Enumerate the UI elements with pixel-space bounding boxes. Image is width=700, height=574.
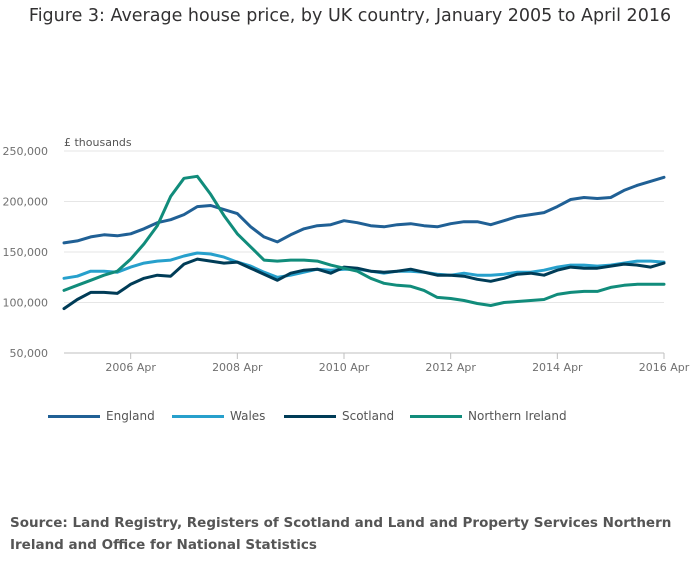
y-tick-label: 150,000 [3,246,49,259]
x-axis: 2006 Apr 2008 Apr 2010 Apr 2012 Apr 2014 Apr… [105,353,690,374]
y-axis-label: £ thousands [64,136,132,149]
legend-item-england[interactable]: England [48,409,155,423]
x-tick-label: 2008 Apr [212,361,263,374]
x-tick-label: 2010 Apr [319,361,370,374]
series-line-scotland[interactable] [62,257,666,311]
legend-item-wales[interactable]: Wales [172,409,265,423]
legend-swatch-wales [172,414,224,418]
legend-label-scotland: Scotland [342,409,395,423]
x-tick-label: 2016 Apr [639,361,690,374]
legend-label-england: England [106,409,155,423]
x-tick-label: 2014 Apr [532,361,583,374]
legend-label-northern-ireland: Northern Ireland [468,409,567,423]
chart-title: Figure 3: Average house price, by UK cou… [28,6,672,26]
legend-item-scotland[interactable]: Scotland [284,409,394,423]
legend-swatch-northern-ireland [410,414,462,418]
source-note: Source: Land Registry, Registers of Scot… [10,515,672,553]
x-tick-label: 2006 Apr [105,361,156,374]
x-tick-label: 2012 Apr [425,361,476,374]
gridlines [64,150,664,354]
y-tick-label: 100,000 [3,297,49,310]
series-lines [62,174,666,311]
legend-item-northern-ireland[interactable]: Northern Ireland [410,409,567,423]
y-tick-label: 50,000 [10,347,49,360]
legend-swatch-scotland [284,414,336,418]
series-line-england[interactable] [62,175,666,245]
series-line-northern-ireland[interactable] [62,174,666,307]
y-tick-label: 250,000 [3,145,49,158]
legend-label-wales: Wales [230,409,266,423]
y-axis: 50,000 100,000 150,000 200,000 250,000 [3,145,49,360]
legend-swatch-england [48,414,100,418]
y-tick-label: 200,000 [3,196,49,209]
